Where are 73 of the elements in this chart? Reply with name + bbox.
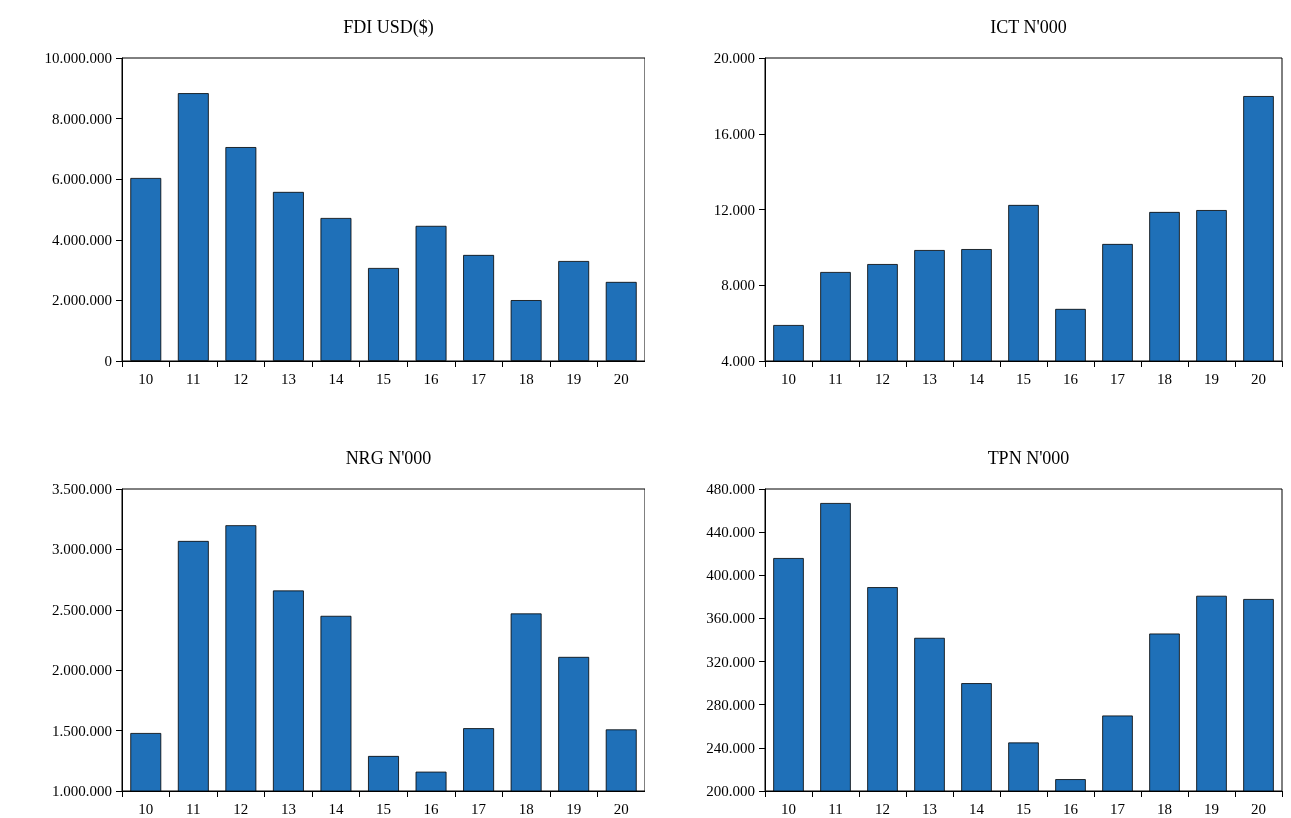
x-tick-label: 18 bbox=[518, 370, 534, 387]
x-tick-label: 13 bbox=[280, 800, 296, 817]
x-tick-label: 14 bbox=[969, 370, 985, 387]
x-tick-label: 15 bbox=[1016, 370, 1031, 387]
y-tick-label: 8.000.000 bbox=[52, 110, 112, 127]
y-tick-label: 3.000.000 bbox=[52, 541, 112, 558]
y-tick-label: 0 bbox=[104, 353, 112, 369]
y-tick-label: 1.000.000 bbox=[52, 783, 112, 799]
y-tick-label: 280.000 bbox=[706, 696, 755, 713]
y-tick-label: 16.000 bbox=[713, 125, 755, 142]
y-tick-label: 1.500.000 bbox=[52, 722, 112, 739]
x-tick-label: 20 bbox=[613, 800, 629, 817]
y-tick-label: 2.500.000 bbox=[52, 601, 112, 618]
x-tick-label: 12 bbox=[875, 800, 890, 817]
y-tick-label: 320.000 bbox=[706, 653, 755, 670]
x-tick-label: 16 bbox=[1063, 800, 1079, 817]
y-tick-label: 8.000 bbox=[721, 277, 755, 294]
x-tick-label: 20 bbox=[1251, 370, 1266, 387]
x-tick-label: 19 bbox=[566, 370, 582, 387]
x-tick-label: 10 bbox=[138, 800, 154, 817]
y-tick-label: 360.000 bbox=[706, 610, 755, 627]
y-tick-label: 480.000 bbox=[706, 481, 755, 497]
x-tick-label: 16 bbox=[1063, 370, 1079, 387]
y-tick-label: 440.000 bbox=[706, 524, 755, 541]
x-tick-label: 19 bbox=[566, 800, 582, 817]
x-tick-label: 13 bbox=[922, 800, 937, 817]
x-tick-label: 14 bbox=[969, 800, 985, 817]
y-tick-label: 2.000.000 bbox=[52, 662, 112, 679]
x-tick-label: 13 bbox=[280, 370, 296, 387]
x-tick-label: 10 bbox=[781, 800, 796, 817]
chart-title: TPN N'000 bbox=[987, 448, 1070, 468]
chart-title: ICT N'000 bbox=[990, 17, 1067, 37]
x-tick-label: 17 bbox=[1110, 370, 1126, 387]
x-tick-label: 19 bbox=[1204, 800, 1219, 817]
y-tick-label: 4.000 bbox=[721, 353, 755, 369]
x-tick-label: 11 bbox=[186, 370, 201, 387]
x-tick-label: 17 bbox=[1110, 800, 1126, 817]
y-tick-label: 6.000.000 bbox=[52, 171, 112, 188]
x-tick-label: 11 bbox=[186, 800, 201, 817]
y-tick-label: 200.000 bbox=[706, 783, 755, 799]
x-tick-label: 19 bbox=[1204, 370, 1219, 387]
y-tick-label: 3.500.000 bbox=[52, 481, 112, 497]
x-tick-label: 18 bbox=[1157, 800, 1172, 817]
x-tick-label: 20 bbox=[613, 370, 629, 387]
x-tick-label: 16 bbox=[423, 800, 440, 817]
x-tick-label: 11 bbox=[828, 800, 843, 817]
x-tick-label: 10 bbox=[138, 370, 154, 387]
x-tick-label: 15 bbox=[1016, 800, 1031, 817]
x-tick-label: 20 bbox=[1251, 800, 1266, 817]
x-tick-label: 15 bbox=[376, 800, 391, 817]
x-tick-label: 12 bbox=[875, 370, 890, 387]
x-tick-label: 12 bbox=[233, 370, 249, 387]
x-tick-label: 17 bbox=[471, 370, 487, 387]
y-tick-label: 10.000.000 bbox=[44, 50, 112, 66]
x-tick-label: 17 bbox=[471, 800, 487, 817]
y-tick-label: 240.000 bbox=[706, 739, 755, 756]
x-tick-label: 13 bbox=[922, 370, 937, 387]
x-tick-label: 10 bbox=[781, 370, 796, 387]
x-tick-label: 15 bbox=[376, 370, 391, 387]
x-tick-label: 11 bbox=[828, 370, 843, 387]
y-tick-label: 2.000.000 bbox=[52, 292, 112, 309]
x-tick-label: 14 bbox=[328, 800, 344, 817]
y-tick-label: 400.000 bbox=[706, 567, 755, 584]
y-tick-label: 4.000.000 bbox=[52, 231, 112, 248]
x-tick-label: 12 bbox=[233, 800, 249, 817]
y-tick-label: 12.000 bbox=[713, 201, 755, 218]
x-tick-label: 18 bbox=[1157, 370, 1172, 387]
x-tick-label: 18 bbox=[518, 800, 534, 817]
x-tick-label: 16 bbox=[423, 370, 440, 387]
chart-title: FDI USD($) bbox=[343, 17, 434, 38]
x-tick-label: 14 bbox=[328, 370, 344, 387]
chart-title: NRG N'000 bbox=[345, 448, 432, 468]
y-tick-label: 20.000 bbox=[713, 50, 755, 66]
